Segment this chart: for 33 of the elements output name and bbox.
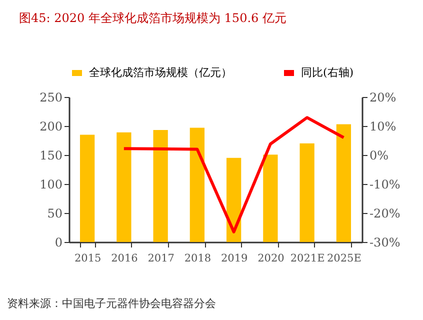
y2-tick-label: -10% xyxy=(370,178,400,192)
y2-tick-label: 10% xyxy=(370,120,396,134)
y-tick-label: 100 xyxy=(40,178,62,192)
bar xyxy=(190,128,205,242)
x-tick-label: 2025E xyxy=(326,252,362,264)
line-series xyxy=(122,116,346,234)
y-tick-label: 50 xyxy=(47,206,62,220)
x-tick-label: 2019 xyxy=(220,252,248,264)
x-tick-label: 2017 xyxy=(148,252,174,264)
bar xyxy=(80,134,95,242)
y-tick-label: 200 xyxy=(40,120,62,134)
x-tick-label: 2020 xyxy=(258,252,284,264)
bar xyxy=(116,132,132,242)
x-tick-label: 2021E xyxy=(290,252,325,264)
text: 资料来源：中国电子元器件协会电容器分会 xyxy=(7,297,216,310)
x-tick-label: 2018 xyxy=(184,252,212,264)
bar xyxy=(263,154,278,242)
x-tick-label: 2015 xyxy=(74,252,102,264)
x-tick-label: 2016 xyxy=(111,252,138,264)
y2-tick-label: 20% xyxy=(370,90,396,104)
y-tick-label: 250 xyxy=(40,90,62,104)
y2-tick-label: 0% xyxy=(370,148,389,162)
bar xyxy=(300,143,314,242)
y2-tick-label: -30% xyxy=(370,236,400,250)
y-tick-label: 0 xyxy=(54,236,62,250)
bar xyxy=(336,124,352,242)
chart-title: 图45: 2020 年全球化成箔市场规模为 150.6 亿元 xyxy=(19,11,286,25)
y2-tick-label: -20% xyxy=(370,206,400,220)
legend-label: 全球化成箔市场规模（亿元） xyxy=(89,66,232,79)
bar xyxy=(153,130,168,242)
y-tick-label: 150 xyxy=(40,148,62,162)
bar xyxy=(226,158,242,242)
legend-label: 同比(右轴) xyxy=(301,66,354,79)
